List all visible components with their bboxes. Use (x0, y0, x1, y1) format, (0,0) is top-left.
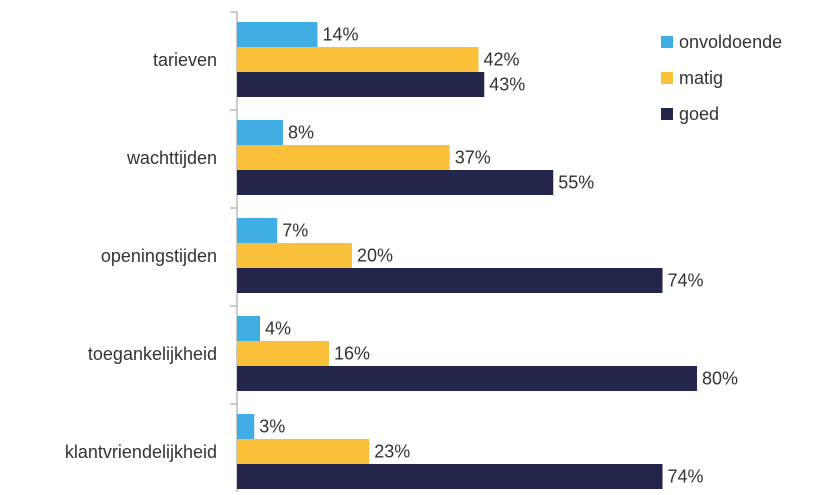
category-label: tarieven (153, 50, 217, 70)
bar (237, 341, 329, 366)
value-label: 7% (282, 220, 308, 240)
category-label: openingstijden (101, 246, 217, 266)
value-label: 74% (668, 270, 704, 290)
legend-swatch (661, 108, 673, 120)
value-label: 8% (288, 122, 314, 142)
value-label: 74% (668, 466, 704, 486)
value-label: 42% (484, 49, 520, 69)
bar (237, 47, 479, 72)
bar (237, 72, 485, 97)
category-label: klantvriendelijkheid (65, 442, 217, 462)
category-label: wachttijden (126, 148, 217, 168)
value-label: 43% (489, 74, 525, 94)
legend-label: goed (679, 104, 719, 124)
value-label: 20% (357, 245, 393, 265)
bar (237, 218, 278, 243)
bar (237, 316, 260, 341)
value-label: 37% (455, 147, 491, 167)
legend-label: matig (679, 68, 723, 88)
legend-swatch (661, 36, 673, 48)
category-label: toegankelijkheid (88, 344, 217, 364)
value-label: 4% (265, 318, 291, 338)
value-label: 55% (558, 172, 594, 192)
bar (237, 464, 663, 489)
bar (237, 268, 663, 293)
value-label: 80% (702, 368, 738, 388)
value-label: 16% (334, 343, 370, 363)
legend-swatch (661, 72, 673, 84)
bar (237, 439, 370, 464)
bar (237, 243, 352, 268)
value-label: 14% (323, 24, 359, 44)
bar (237, 120, 283, 145)
bar (237, 414, 255, 439)
bar (237, 170, 554, 195)
value-label: 3% (259, 416, 285, 436)
legend-label: onvoldoende (679, 32, 782, 52)
bar (237, 22, 318, 47)
bar (237, 366, 697, 391)
bar (237, 145, 450, 170)
value-label: 23% (374, 441, 410, 461)
